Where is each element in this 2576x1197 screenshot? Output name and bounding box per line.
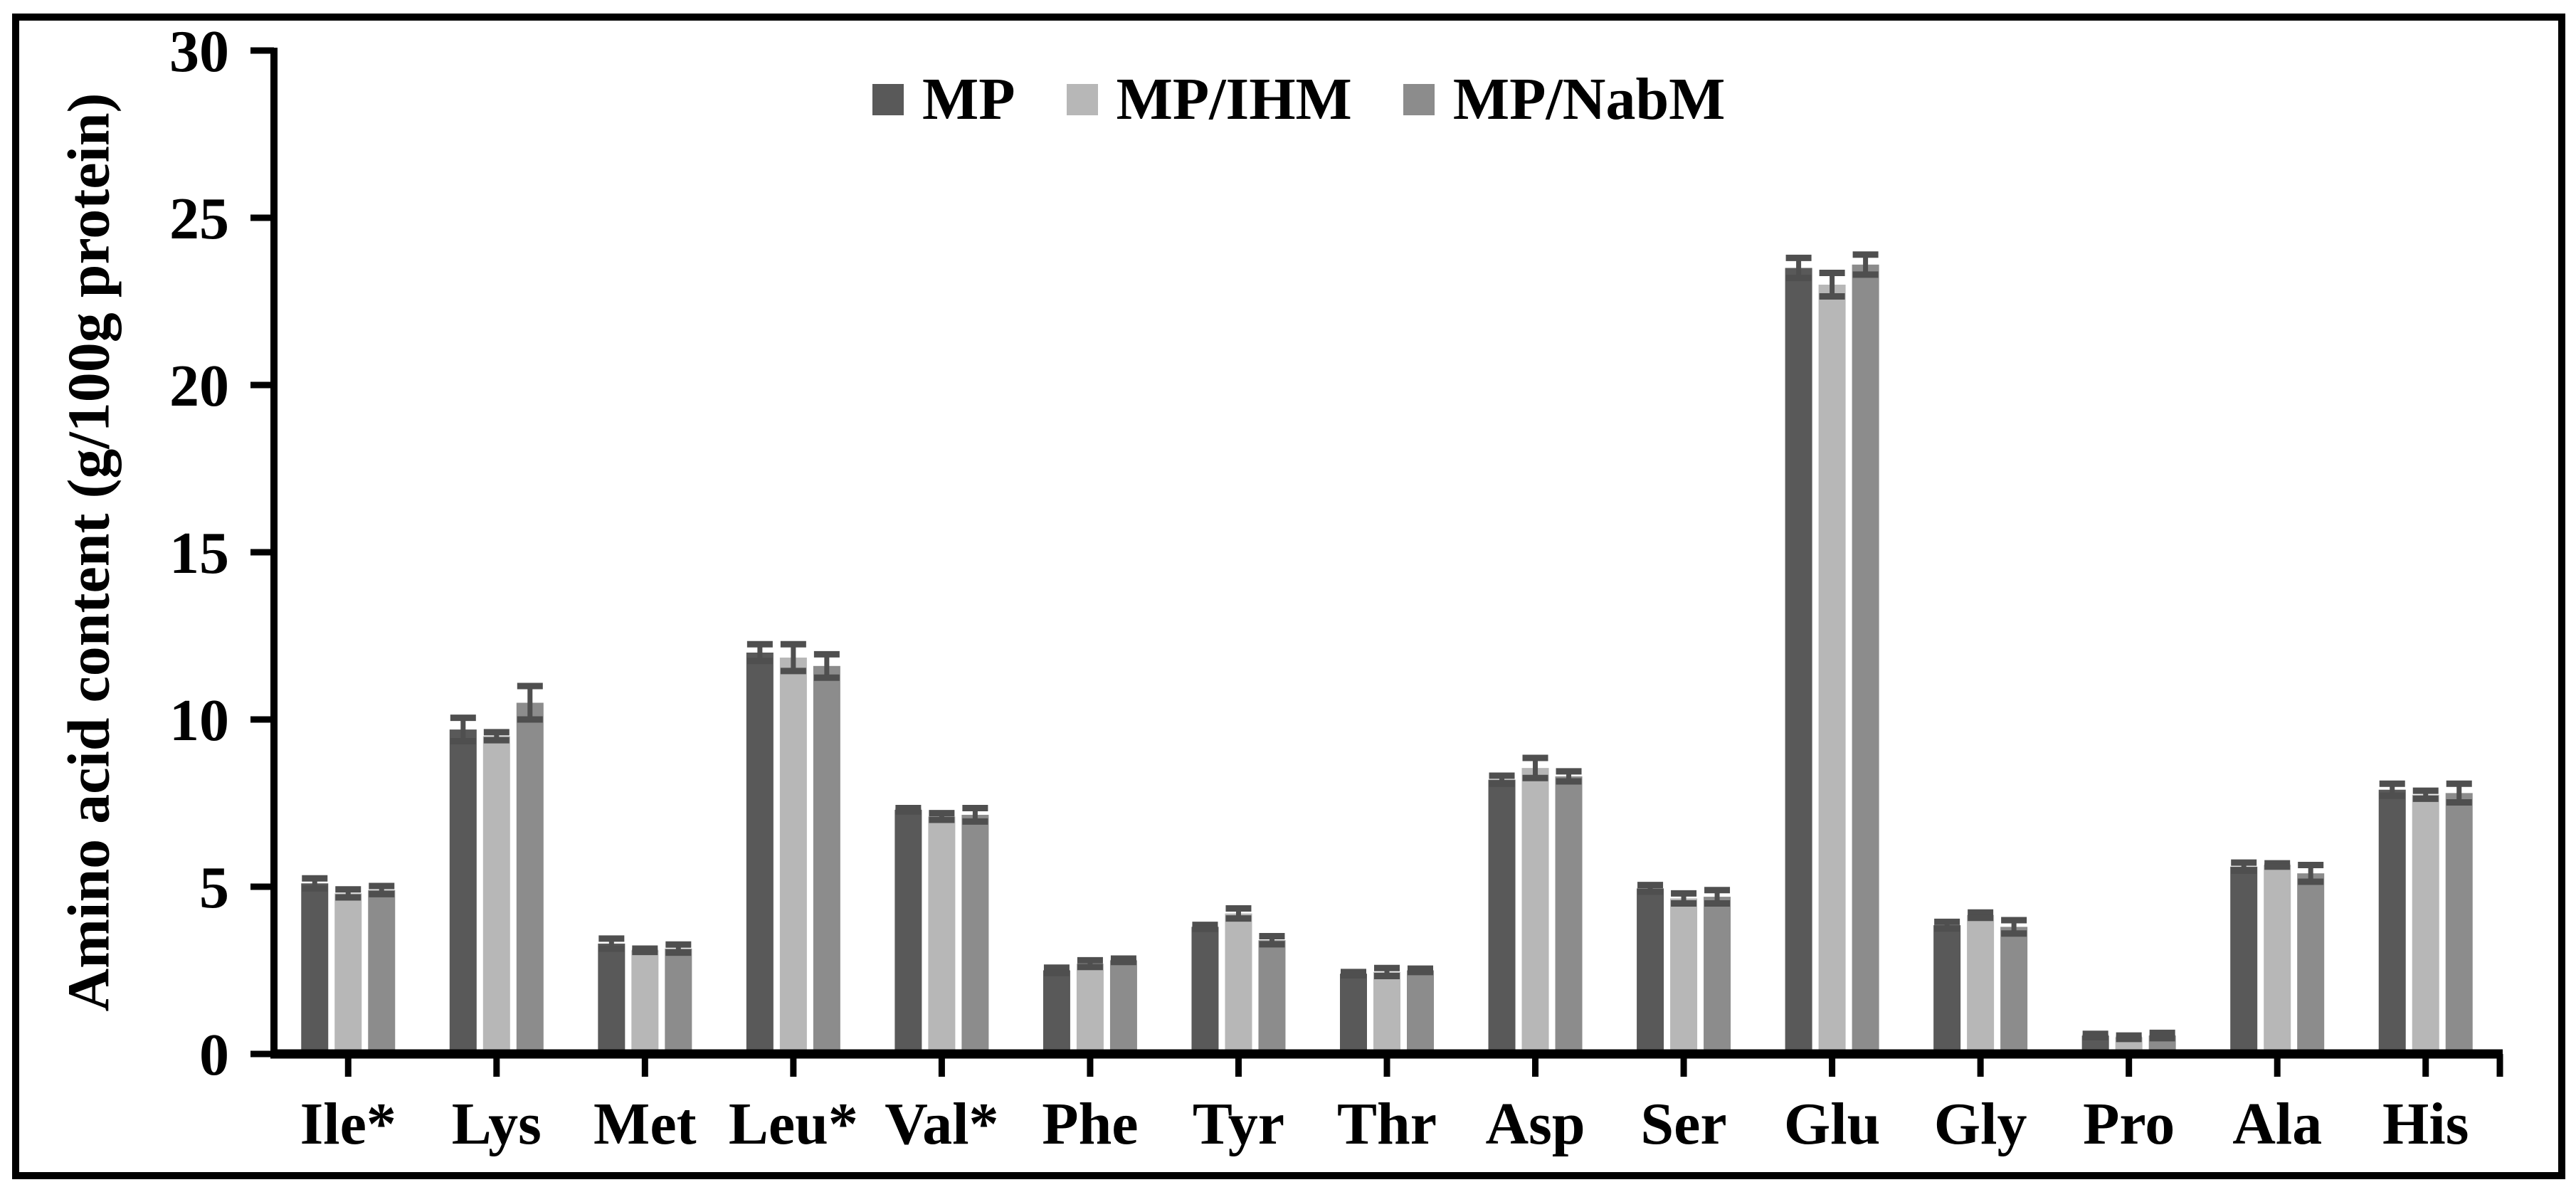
chart-legend: MP MP/IHM MP/NabM (872, 70, 1725, 130)
bar-MP-IHM-Leu (779, 658, 807, 1058)
legend-item-mp-ihm: MP/IHM (1066, 66, 1352, 132)
bar-MP-IHM-Thr (1373, 971, 1400, 1058)
legend-item-mp: MP (872, 70, 1015, 130)
bar-MP-IHM-Ala (2264, 865, 2291, 1058)
bar-MP-IHM-Ile (334, 893, 362, 1058)
legend-swatch-mp (872, 84, 904, 115)
bar-MP-IHM-Ser (1670, 898, 1698, 1058)
bar-MP-Asp (1488, 779, 1516, 1058)
category-label: His (2382, 1091, 2469, 1157)
category-label: Met (593, 1091, 697, 1157)
bar-MP-Glu (1785, 268, 1812, 1058)
bar-MP-IHM-His (2412, 794, 2439, 1058)
category-label: Val* (885, 1091, 998, 1157)
bar-MP-IHM-Lys (482, 736, 510, 1058)
bar-MP-His (2378, 789, 2406, 1058)
bar-MP-IHM-Tyr (1225, 913, 1252, 1058)
bar-MP-NabM-Glu (1852, 264, 1879, 1058)
bar-MP-Val (894, 809, 922, 1058)
category-label: Lys (452, 1091, 542, 1157)
category-label: Glu (1784, 1091, 1880, 1157)
bar-MP-IHM-Asp (1521, 768, 1549, 1058)
bar-MP-NabM-His (2445, 793, 2473, 1058)
bar-MP-NabM-Lys (516, 702, 544, 1058)
bar-MP-Thr (1340, 974, 1367, 1058)
bar-MP-Tyr (1191, 927, 1219, 1058)
legend-label-mp-nabm: MP/NabM (1452, 66, 1726, 132)
bar-MP-NabM-Tyr (1258, 940, 1286, 1058)
bar-MP-NabM-Gly (2000, 927, 2028, 1058)
y-tick-label: 0 (199, 1022, 229, 1088)
category-label: Ala (2232, 1091, 2322, 1157)
category-label: Phe (1042, 1091, 1138, 1157)
bar-MP-IHM-Val (928, 816, 956, 1058)
category-label: Thr (1337, 1091, 1437, 1157)
category-label: Ser (1640, 1091, 1726, 1157)
category-label: Pro (2083, 1091, 2175, 1157)
bar-MP-NabM-Thr (1407, 970, 1434, 1058)
bar-MP-Ile (301, 883, 329, 1058)
legend-label-mp-ihm: MP/IHM (1116, 66, 1352, 132)
bar-MP-NabM-Ser (1704, 897, 1731, 1058)
bar-MP-IHM-Glu (1818, 285, 1846, 1058)
y-tick-label: 30 (169, 19, 229, 85)
legend-label-mp: MP (922, 66, 1015, 132)
legend-item-mp-nabm: MP/NabM (1403, 66, 1726, 132)
bar-MP-NabM-Met (665, 948, 692, 1058)
bar-MP-NabM-Phe (1109, 960, 1137, 1058)
y-tick-label: 15 (169, 520, 229, 586)
legend-swatch-mp-nabm (1403, 84, 1435, 115)
category-label: Asp (1485, 1091, 1585, 1157)
category-label: Ile* (300, 1091, 396, 1157)
legend-swatch-mp-ihm (1066, 84, 1098, 115)
bar-MP-Ser (1637, 888, 1664, 1058)
bar-MP-Ala (2230, 866, 2258, 1058)
y-tick-label: 10 (169, 687, 229, 754)
bar-MP-NabM-Val (961, 814, 989, 1058)
bar-MP-NabM-Asp (1555, 776, 1583, 1058)
y-tick-label: 5 (199, 855, 229, 921)
bar-MP-IHM-Phe (1076, 964, 1104, 1058)
category-label: Gly (1934, 1091, 2027, 1157)
bar-MP-Met (598, 943, 625, 1058)
bar-MP-Phe (1042, 970, 1070, 1058)
bar-MP-NabM-Leu (813, 665, 840, 1058)
bar-MP-NabM-Ala (2297, 873, 2325, 1058)
y-tick-label: 25 (169, 186, 229, 252)
bar-MP-Leu (746, 653, 774, 1058)
bar-MP-IHM-Met (631, 950, 659, 1058)
bar-MP-Lys (449, 729, 477, 1058)
category-label: Leu* (729, 1091, 858, 1157)
y-axis-title: Amino acid content (g/100g protein) (56, 93, 122, 1012)
bar-MP-NabM-Ile (368, 890, 396, 1058)
category-label: Tyr (1193, 1091, 1284, 1157)
bar-MP-IHM-Gly (1967, 914, 1995, 1058)
y-tick-label: 20 (169, 353, 229, 419)
figure-frame (12, 14, 2565, 1179)
bar-MP-Gly (1933, 925, 1961, 1058)
